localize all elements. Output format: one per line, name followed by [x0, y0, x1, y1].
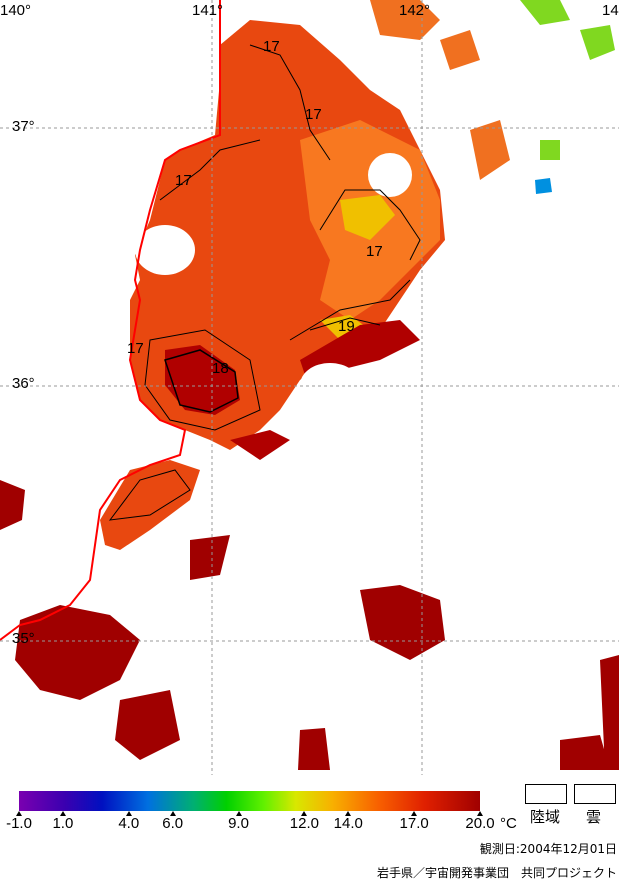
scale-tick-mark — [16, 811, 22, 816]
land-label: 陸域 — [530, 808, 561, 826]
scale-tick-mark — [125, 811, 132, 816]
scale-tick-label: 14.0 — [333, 815, 363, 832]
scale-tick-label: 20.0 — [465, 815, 495, 832]
green-patches — [520, 0, 615, 160]
south-coast-sea — [100, 460, 200, 550]
cloud-label: 雲 — [586, 808, 602, 826]
contour-label: 18 — [212, 360, 229, 377]
scale-tick-label: 1.0 — [52, 815, 74, 832]
scale-tick-mark — [477, 811, 483, 816]
contour-label: 17 — [263, 38, 280, 55]
coastline — [0, 0, 221, 641]
kuroshio-patch — [230, 320, 420, 460]
scale-tick-label: 12.0 — [289, 815, 319, 832]
sst-map — [0, 0, 619, 775]
contour-lines — [108, 44, 421, 521]
scale-tick-mark — [59, 811, 66, 816]
scale-tick-mark — [235, 811, 242, 816]
contour-label: 17 — [366, 243, 383, 260]
scale-tick-label: -1.0 — [6, 815, 32, 832]
northeast-patches — [370, 0, 510, 180]
cloud-holes — [135, 153, 412, 407]
scale-tick-label: 17.0 — [399, 815, 429, 832]
scale-tick-label: 4.0 — [118, 815, 140, 832]
unit-label: °C — [500, 815, 517, 832]
contour-label: 17 — [305, 106, 322, 123]
blue-patch — [535, 178, 552, 194]
credit: 岩手県／宇宙開発事業団 共同プロジェクト — [376, 866, 617, 880]
yellow-band — [320, 195, 395, 340]
scale-tick-label: 6.0 — [162, 815, 184, 832]
lat-label-36: 36° — [12, 375, 35, 392]
contour-label: 17 — [175, 172, 192, 189]
lon-label-141: 141° — [192, 2, 224, 19]
lat-label-35: 35° — [12, 630, 35, 647]
scale-tick-mark — [411, 811, 418, 816]
scale-tick-mark — [169, 811, 176, 816]
scale-tick-mark — [345, 811, 352, 816]
south-patches — [0, 480, 619, 770]
lat-label-37: 37° — [12, 118, 35, 135]
color-scale-bar — [19, 791, 480, 811]
contour-label: 17 — [127, 340, 144, 357]
lon-label-140: 140° — [0, 2, 32, 19]
contour-label: 19 — [338, 318, 355, 335]
scale-tick-label: 9.0 — [228, 815, 249, 832]
observation-date: 観測日:2004年12月01日 — [479, 842, 617, 856]
scale-tick-mark — [301, 811, 308, 816]
graticule — [0, 0, 619, 775]
cloud-swatch — [574, 784, 616, 804]
lon-label-142: 142° — [399, 2, 431, 19]
lon-label-143: 14 — [602, 2, 619, 19]
land-swatch — [525, 784, 567, 804]
